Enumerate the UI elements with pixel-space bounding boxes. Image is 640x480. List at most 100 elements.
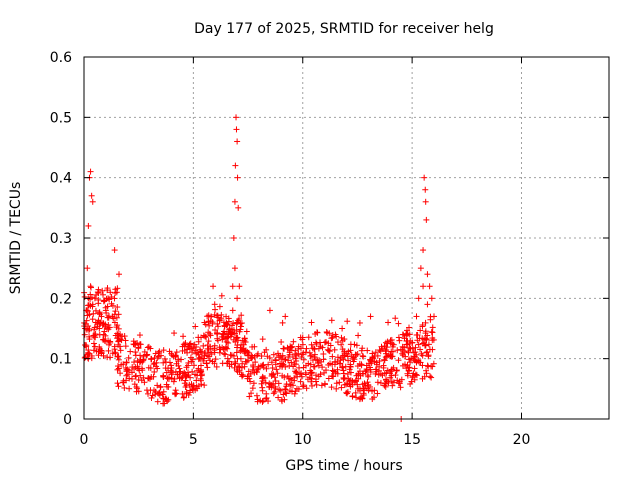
data-point xyxy=(354,351,361,358)
data-point xyxy=(206,357,213,364)
data-point xyxy=(320,351,327,358)
data-point xyxy=(216,316,223,323)
data-point xyxy=(309,369,316,376)
data-point xyxy=(329,332,336,339)
data-point xyxy=(328,335,335,342)
data-point xyxy=(349,378,356,385)
data-point xyxy=(201,352,208,359)
data-point xyxy=(137,341,144,348)
data-point xyxy=(420,247,427,254)
data-point xyxy=(353,351,360,358)
data-point xyxy=(95,296,102,303)
data-point xyxy=(323,367,330,374)
data-point xyxy=(189,386,196,393)
data-point xyxy=(399,350,406,357)
data-point xyxy=(91,295,98,302)
data-point xyxy=(282,356,289,363)
data-point xyxy=(86,336,93,343)
data-point xyxy=(205,318,212,325)
data-point xyxy=(312,330,319,337)
data-point xyxy=(397,384,404,391)
data-point xyxy=(194,367,201,374)
data-point xyxy=(96,331,103,338)
data-point xyxy=(133,372,140,379)
data-point xyxy=(117,370,124,377)
data-point xyxy=(284,373,291,380)
data-point xyxy=(427,316,434,323)
data-point xyxy=(238,364,245,371)
data-point xyxy=(90,347,97,354)
data-point xyxy=(237,323,244,330)
data-point xyxy=(263,346,270,353)
data-point xyxy=(328,317,335,324)
data-point xyxy=(218,292,225,299)
data-point xyxy=(84,351,91,358)
data-point xyxy=(231,358,238,365)
data-point xyxy=(347,369,354,376)
data-point xyxy=(315,362,322,369)
data-point xyxy=(202,333,209,340)
data-point xyxy=(355,332,362,339)
data-point xyxy=(318,382,325,389)
data-point xyxy=(359,381,366,388)
data-point xyxy=(413,372,420,379)
data-point xyxy=(340,356,347,363)
data-point xyxy=(249,353,256,360)
data-point xyxy=(316,357,323,364)
data-point xyxy=(338,341,345,348)
data-point xyxy=(426,283,433,290)
data-point xyxy=(197,366,204,373)
data-point xyxy=(417,327,424,334)
data-point xyxy=(340,376,347,383)
data-point xyxy=(233,114,240,121)
data-point xyxy=(145,390,152,397)
data-point xyxy=(278,396,285,403)
data-point xyxy=(417,265,424,272)
data-point xyxy=(212,356,219,363)
data-point xyxy=(87,284,94,291)
data-point xyxy=(121,384,128,391)
data-point xyxy=(197,355,204,362)
data-point xyxy=(145,343,152,350)
data-point xyxy=(116,271,122,278)
data-point xyxy=(358,394,365,401)
data-point xyxy=(88,192,95,199)
data-point xyxy=(171,375,178,382)
data-point xyxy=(411,353,418,360)
data-point xyxy=(421,336,428,343)
data-point xyxy=(429,329,436,336)
data-point xyxy=(135,376,142,383)
data-point xyxy=(140,374,147,381)
data-point xyxy=(179,390,186,397)
data-point xyxy=(305,360,312,367)
data-point xyxy=(371,387,378,394)
data-point xyxy=(344,388,351,395)
data-point xyxy=(189,368,196,375)
data-point xyxy=(214,330,221,337)
data-point xyxy=(399,352,406,359)
data-point xyxy=(248,355,255,362)
data-point xyxy=(182,377,189,384)
data-point xyxy=(160,400,167,407)
data-point xyxy=(110,315,117,322)
data-point xyxy=(333,333,340,340)
data-point xyxy=(279,372,286,379)
data-point xyxy=(105,347,112,354)
data-point xyxy=(104,303,111,310)
data-point xyxy=(211,301,218,308)
data-point xyxy=(409,339,416,346)
data-point xyxy=(205,338,212,345)
data-point xyxy=(204,342,211,349)
data-point xyxy=(315,345,322,352)
data-point xyxy=(85,302,92,309)
data-point xyxy=(277,352,284,359)
data-point xyxy=(176,375,183,382)
data-point xyxy=(383,347,390,354)
data-point xyxy=(172,390,179,397)
data-point xyxy=(414,337,421,344)
data-point xyxy=(214,335,221,342)
data-point xyxy=(428,328,435,335)
data-point xyxy=(398,376,405,383)
data-point xyxy=(341,375,348,382)
data-point xyxy=(151,354,158,361)
